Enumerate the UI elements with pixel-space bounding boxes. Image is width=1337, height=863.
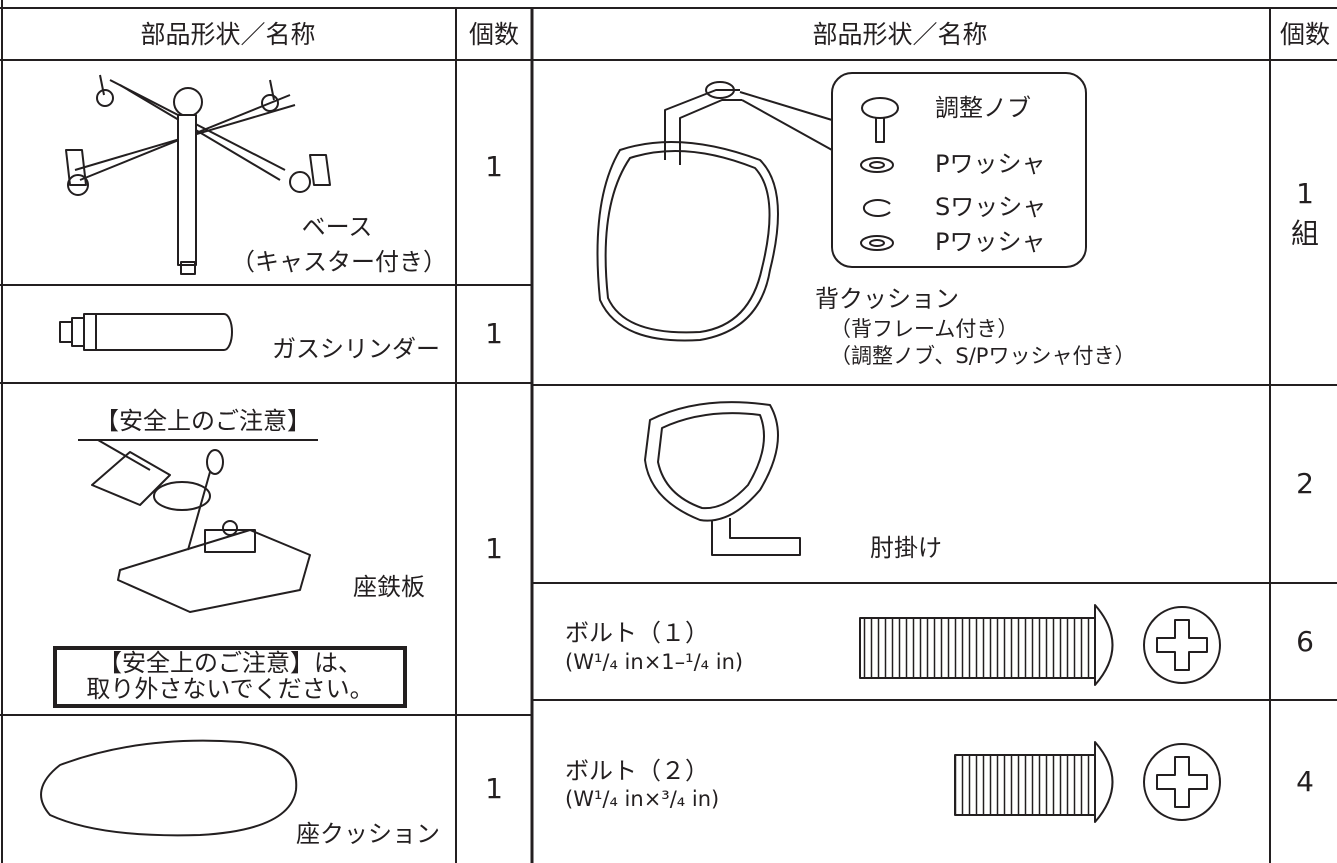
part-count: 1 [485, 317, 503, 350]
seat-cushion-illustration [40, 739, 298, 837]
part-count: 4 [1296, 765, 1314, 798]
part-name: ボルト（１） [565, 619, 709, 647]
part-count: 1 [1296, 177, 1314, 210]
seat-plate-illustration [78, 439, 318, 613]
part-note: （キャスター付き） [231, 248, 447, 276]
part-name: 座クッション [296, 820, 440, 848]
part-note: （背フレーム付き） [830, 317, 1018, 341]
back-cushion-illustration [596, 72, 1087, 342]
part-name: 座鉄板 [353, 573, 425, 601]
header-name: 部品形状／名称 [140, 20, 315, 49]
warning-box [53, 646, 407, 708]
part-name: ボルト（２） [565, 757, 709, 785]
part-count: 1 [485, 150, 503, 183]
bolt-illustration [859, 604, 1221, 686]
header-count: 個数 [1280, 20, 1330, 49]
callout-text: Pワッシャ [935, 228, 1045, 256]
header-count: 個数 [469, 20, 519, 49]
part-note: （調整ノブ、S/Pワッシャ付き） [830, 344, 1135, 368]
part-count: 6 [1296, 625, 1314, 658]
callout-text: Pワッシャ [935, 150, 1045, 178]
part-name: 背クッション [815, 285, 959, 313]
part-name: 肘掛け [870, 534, 942, 562]
safety-label: 【安全上のご注意】 [95, 407, 311, 435]
part-unit: 組 [1291, 217, 1319, 250]
part-size: (W¹/₄ in×1–¹/₄ in) [565, 650, 743, 674]
warning-text: 【安全上のご注意】は、 [98, 649, 362, 677]
part-count: 1 [485, 532, 503, 565]
base-illustration [65, 74, 331, 275]
armrest-illustration [644, 401, 801, 556]
header-name: 部品形状／名称 [812, 20, 987, 49]
part-count: 2 [1296, 467, 1314, 500]
bolt-illustration [954, 741, 1221, 823]
cylinder-illustration [59, 313, 233, 351]
part-size: (W¹/₄ in×³/₄ in) [565, 787, 719, 811]
part-name: ベース [302, 213, 373, 241]
callout-text: 調整ノブ [935, 94, 1031, 122]
callout-text: Sワッシャ [935, 193, 1046, 221]
part-count: 1 [485, 772, 503, 805]
warning-text: 取り外さないでください。 [86, 675, 373, 703]
part-name: ガスシリンダー [272, 335, 440, 363]
